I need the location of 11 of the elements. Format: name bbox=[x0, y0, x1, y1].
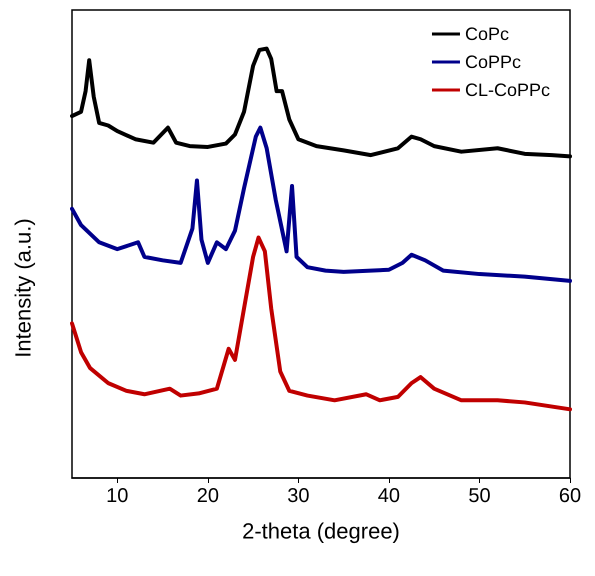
x-tick-label: 30 bbox=[287, 485, 310, 507]
legend-label: CoPPc bbox=[464, 52, 522, 72]
x-tick-label: 10 bbox=[106, 485, 128, 507]
legend-label: CL-CoPPc bbox=[464, 80, 550, 100]
legend-label: CoPc bbox=[464, 24, 509, 44]
x-axis-title: 2-theta (degree) bbox=[242, 518, 400, 544]
x-tick-label: 40 bbox=[378, 485, 400, 507]
x-tick-label: 50 bbox=[468, 485, 491, 507]
y-axis-title: Intensity (a.u.) bbox=[10, 218, 36, 358]
x-tick-label: 20 bbox=[196, 485, 219, 507]
x-tick-label: 60 bbox=[558, 485, 582, 507]
